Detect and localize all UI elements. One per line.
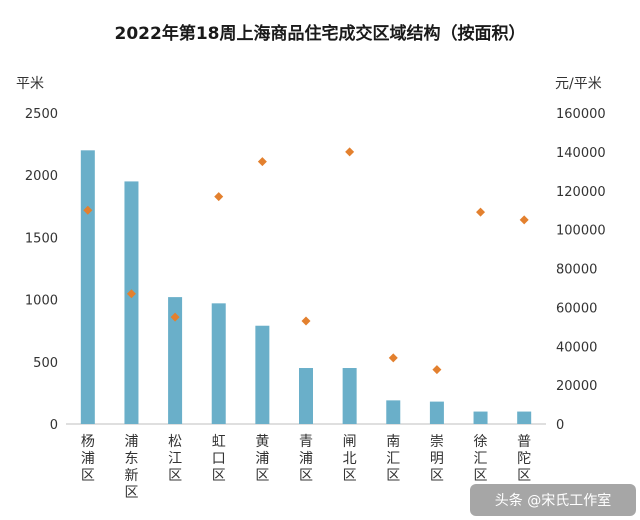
category-label: 南汇区 <box>386 434 400 484</box>
bar <box>517 411 532 424</box>
right-tick-label: 60000 <box>556 301 597 316</box>
category-labels: 杨浦区 浦东新区 松江区 虹口区 黄浦区 青浦区 闸北区 南汇区 崇明区 徐汇区 普陀区 <box>81 433 531 501</box>
bar <box>80 150 95 424</box>
left-tick-label: 500 <box>33 356 58 371</box>
category-label: 浦东新区 <box>124 434 138 501</box>
left-tick-label: 1500 <box>25 231 58 246</box>
chart-title: 2022年第18周上海商品住宅成交区域结构（按面积） <box>115 23 526 44</box>
bar <box>386 400 401 424</box>
watermark-text: 头条 @宋氏工作室 <box>495 492 611 509</box>
category-label: 虹口区 <box>212 434 226 484</box>
watermark: 头条 @宋氏工作室 <box>470 484 636 516</box>
right-tick-label: 160000 <box>556 107 606 122</box>
right-tick-label: 100000 <box>556 224 606 239</box>
price-point <box>476 207 486 217</box>
bar <box>342 368 357 424</box>
bar <box>124 181 139 424</box>
left-tick-label: 2000 <box>25 169 58 184</box>
price-point <box>214 192 224 202</box>
right-tick-label: 80000 <box>556 263 597 278</box>
price-point <box>170 312 180 322</box>
right-tick-label: 20000 <box>556 379 597 394</box>
bar <box>429 401 444 424</box>
bar <box>168 297 183 424</box>
right-axis-ticks: 0 20000 40000 60000 80000 100000 120000 140000 1… <box>556 107 606 433</box>
right-tick-label: 140000 <box>556 146 606 161</box>
right-tick-label: 120000 <box>556 185 606 200</box>
category-label: 普陀区 <box>517 434 531 484</box>
left-axis-ticks: 0 500 1000 1500 2000 2500 <box>25 107 58 433</box>
price-point <box>432 365 442 375</box>
bar <box>211 303 226 424</box>
right-tick-label: 0 <box>556 418 564 433</box>
category-label: 杨浦区 <box>81 434 95 484</box>
left-tick-label: 1000 <box>25 294 58 309</box>
price-point <box>519 215 529 225</box>
price-series <box>83 147 529 375</box>
price-point <box>301 316 311 326</box>
bar <box>299 368 313 424</box>
left-axis-label: 平米 <box>16 76 44 92</box>
category-label: 闸北区 <box>343 434 357 484</box>
category-label: 崇明区 <box>430 434 444 484</box>
left-tick-label: 2500 <box>25 107 58 122</box>
bar-series <box>80 150 532 424</box>
category-label: 黄浦区 <box>255 433 269 484</box>
price-point <box>126 289 136 299</box>
category-label: 徐汇区 <box>474 434 488 484</box>
bar <box>255 325 270 424</box>
price-point <box>345 147 355 157</box>
bar <box>473 411 488 424</box>
price-point <box>257 157 267 167</box>
price-point <box>83 205 93 215</box>
price-point <box>388 353 398 363</box>
left-tick-label: 0 <box>50 418 58 433</box>
category-label: 松江区 <box>168 434 182 484</box>
category-label: 青浦区 <box>299 434 313 484</box>
right-axis-label: 元/平米 <box>555 76 602 92</box>
right-tick-label: 40000 <box>556 340 597 355</box>
